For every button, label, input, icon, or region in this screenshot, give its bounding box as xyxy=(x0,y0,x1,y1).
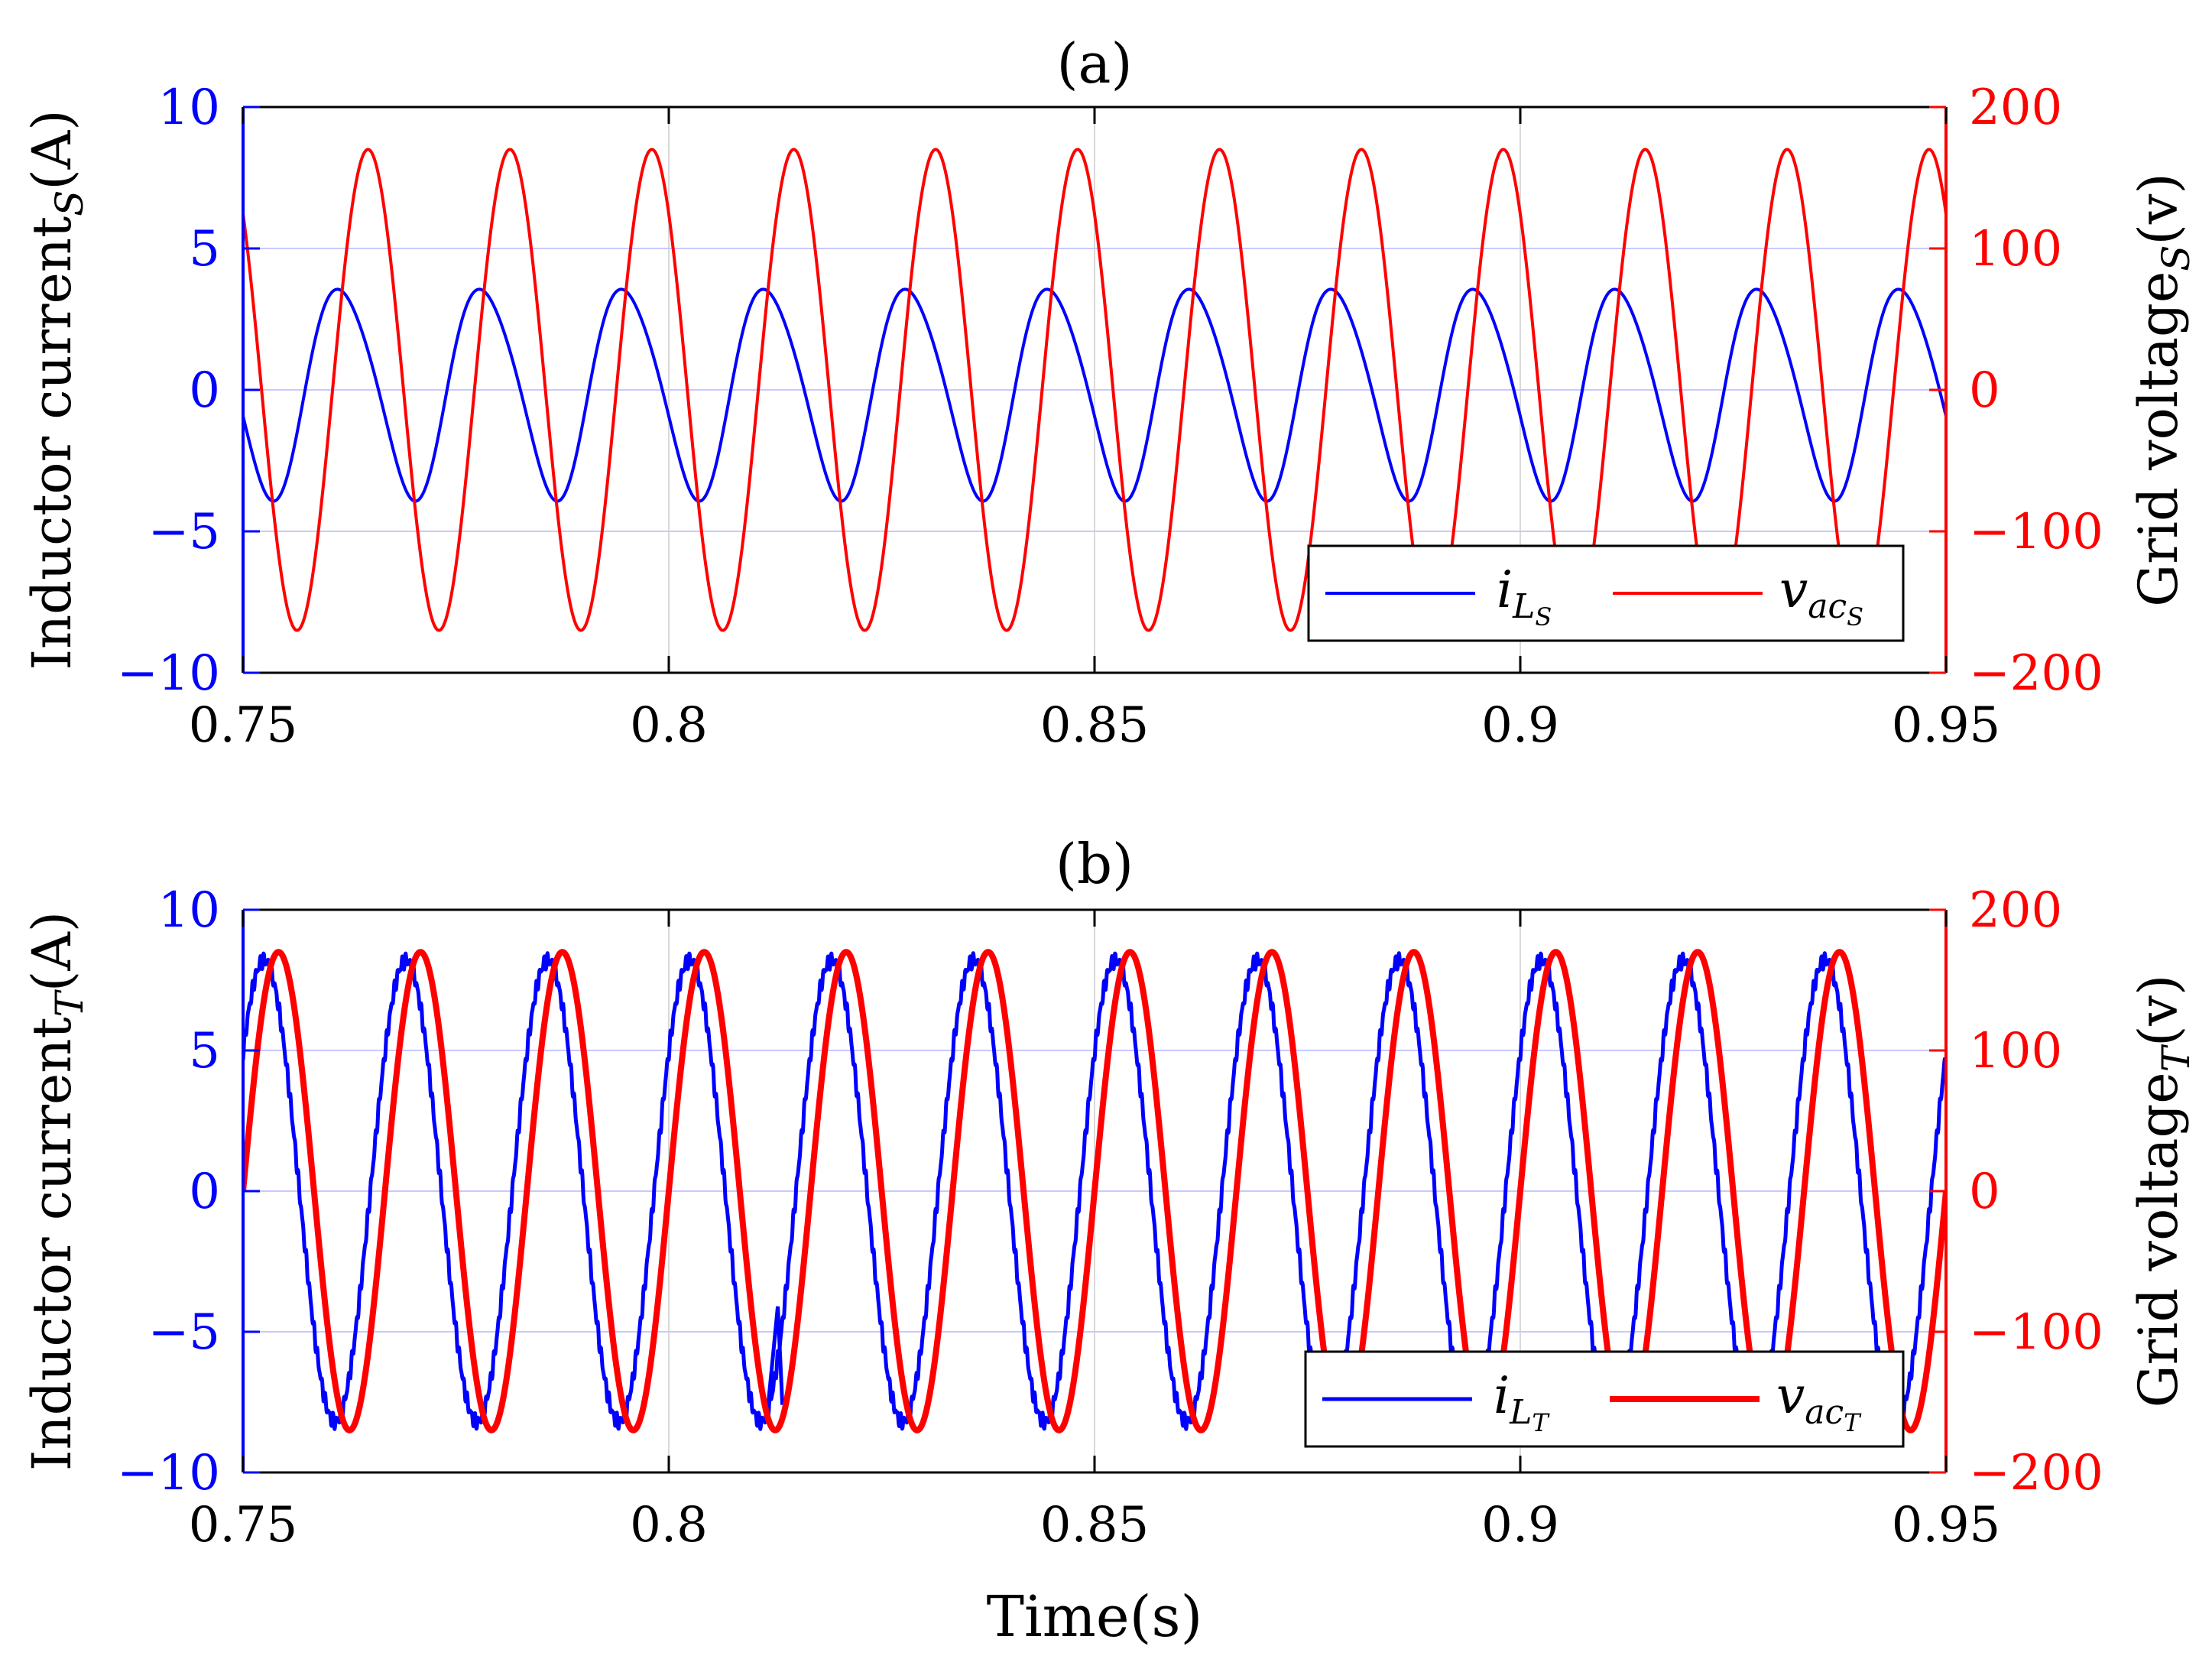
left-y-tick-label: −10 xyxy=(117,645,220,702)
legend: iLT vacT xyxy=(1304,1350,1905,1448)
right-y-axis-label-sub: S xyxy=(2154,245,2198,271)
legend-label-subsub: T xyxy=(1532,1408,1550,1437)
left-y-axis-label-text: Inductor current xyxy=(21,1017,83,1471)
legend-label-sub: ac xyxy=(1808,587,1847,626)
right-y-tick-label: 100 xyxy=(1969,1023,2062,1079)
x-tick-label: 0.85 xyxy=(1040,1497,1150,1553)
series-line-v_acS xyxy=(243,148,1946,632)
right-y-tick-label: −100 xyxy=(1969,1304,2103,1361)
right-y-tick-label: 0 xyxy=(1969,362,2000,419)
right-y-tick-label: 200 xyxy=(1969,882,2062,939)
right-y-axis-label-sub: T xyxy=(2154,1044,2198,1072)
legend-label-subsub: T xyxy=(1844,1408,1862,1437)
left-y-axis-label-unit: (A) xyxy=(21,911,83,992)
legend-label-main: v xyxy=(1779,560,1808,619)
right-y-axis-label: Grid voltageS(v) xyxy=(2127,173,2198,606)
series-spike-i_LT xyxy=(765,1306,785,1417)
left-y-tick-label: −5 xyxy=(148,1304,220,1361)
left-y-axis-label-sub: T xyxy=(47,989,92,1017)
right-y-tick-label: 200 xyxy=(1969,80,2062,136)
chart-title: (b) xyxy=(1056,832,1134,896)
legend-label-sub: L xyxy=(1512,587,1535,626)
legend-label-main: v xyxy=(1776,1366,1805,1425)
plot-area xyxy=(243,949,1946,1433)
legend-label-v_acT: vacT xyxy=(1776,1366,1862,1437)
left-y-tick-label: −10 xyxy=(117,1445,220,1502)
left-y-tick-label: 0 xyxy=(189,362,220,419)
x-tick-label: 0.75 xyxy=(189,697,298,754)
left-y-axis-label-text: Inductor current xyxy=(21,216,83,670)
legend-label-subsub: S xyxy=(1847,602,1863,631)
series-line-i_LS xyxy=(243,287,1946,503)
left-y-tick-label: 5 xyxy=(189,221,220,278)
x-tick-label: 0.8 xyxy=(630,697,708,754)
series-line-i_LT xyxy=(243,951,1946,1431)
right-y-tick-label: −100 xyxy=(1969,504,2103,560)
right-y-axis-label-text: Grid voltage xyxy=(2127,271,2190,607)
x-tick-label: 0.95 xyxy=(1892,697,2001,754)
legend-label-subsub: S xyxy=(1535,602,1552,631)
x-tick-label: 0.9 xyxy=(1481,697,1559,754)
right-y-tick-label: 100 xyxy=(1969,221,2062,278)
legend-label-main: i xyxy=(1494,1366,1510,1425)
panel-b: 0.75 0.8 0.85 0.9 0.95 10 5 0 −5 −10 200 100 0 −100 −2… xyxy=(21,832,2198,1650)
legend: iLS vacS xyxy=(1307,544,1905,642)
chart-title: (a) xyxy=(1056,31,1132,96)
x-tick-label: 0.8 xyxy=(630,1497,708,1553)
right-y-tick-label: −200 xyxy=(1969,645,2103,702)
panel-a: 0.75 0.8 0.85 0.9 0.95 10 5 0 −5 −10 200 100 0 −100 −2… xyxy=(21,31,2198,754)
legend-label-v_acS: vacS xyxy=(1779,560,1863,631)
left-y-tick-label: 5 xyxy=(189,1023,220,1079)
left-y-axis-label: Inductor currentT(A) xyxy=(21,911,92,1471)
right-y-axis-label-text: Grid voltage xyxy=(2127,1072,2190,1407)
right-y-tick-label: 0 xyxy=(1969,1164,2000,1220)
left-y-axis-label: Inductor currentS(A) xyxy=(21,109,92,670)
x-tick-label: 0.85 xyxy=(1040,697,1150,754)
legend-label-i_LS: iLS xyxy=(1497,560,1552,631)
left-y-tick-label: −5 xyxy=(148,504,220,560)
right-y-axis-label: Grid voltageT(v) xyxy=(2127,975,2198,1408)
legend-label-i_LT: iLT xyxy=(1494,1366,1550,1437)
left-y-tick-label: 0 xyxy=(189,1164,220,1220)
left-y-tick-label: 10 xyxy=(158,882,220,939)
x-axis-label: Time(s) xyxy=(987,1584,1203,1650)
right-y-tick-label: −200 xyxy=(1969,1445,2103,1502)
x-tick-label: 0.75 xyxy=(189,1497,298,1553)
x-tick-label: 0.95 xyxy=(1892,1497,2001,1553)
legend-label-main: i xyxy=(1497,560,1513,619)
right-y-axis-label-unit: (v) xyxy=(2127,975,2190,1047)
left-y-axis-label-unit: (A) xyxy=(21,109,83,190)
series-line-v_acT xyxy=(243,949,1946,1433)
x-tick-label: 0.9 xyxy=(1481,1497,1559,1553)
left-y-axis-label-sub: S xyxy=(47,190,92,216)
left-y-tick-label: 10 xyxy=(158,80,220,136)
legend-label-sub: L xyxy=(1509,1393,1532,1432)
plot-area xyxy=(243,148,1946,632)
right-y-axis-label-unit: (v) xyxy=(2127,173,2190,245)
legend-label-sub: ac xyxy=(1805,1393,1844,1432)
